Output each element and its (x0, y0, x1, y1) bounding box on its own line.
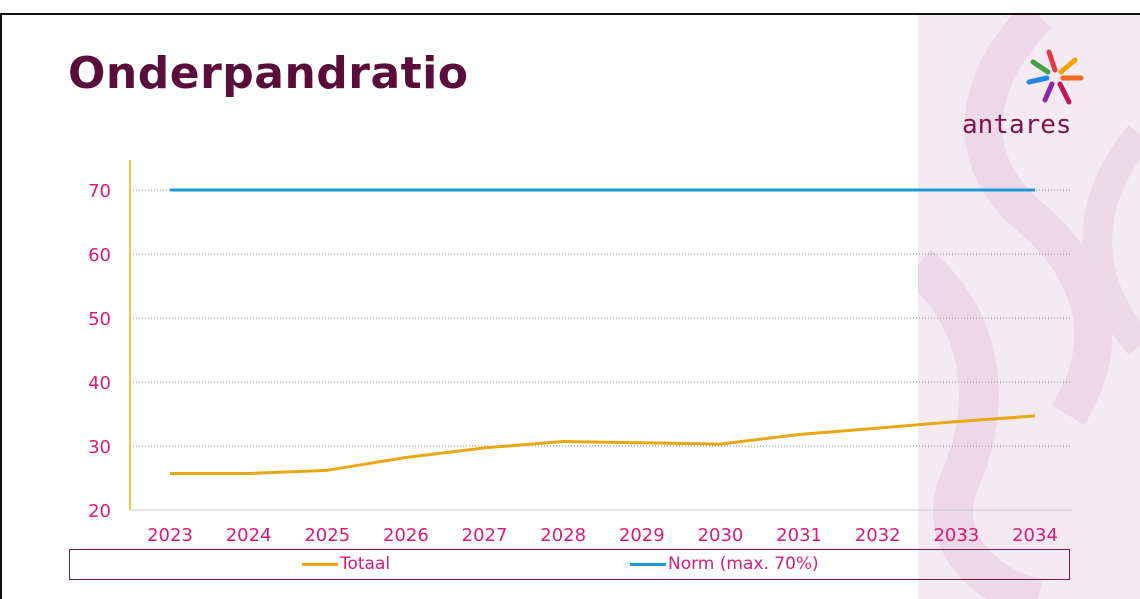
legend-swatch-norm (630, 562, 666, 566)
decorative-swirl-panel (918, 15, 1140, 599)
y-tick-label: 50 (88, 309, 111, 330)
x-tick-label: 2023 (147, 525, 193, 546)
frame-top (0, 13, 1140, 15)
legend: Totaal Norm (max. 70%) (69, 549, 1070, 580)
x-tick-label: 2028 (540, 525, 586, 546)
logo-text: antares (962, 110, 1072, 140)
x-tick-label: 2033 (933, 525, 979, 546)
y-tick-labels: 20 30 40 50 60 70 (88, 181, 111, 522)
x-tick-label: 2024 (226, 525, 272, 546)
x-tick-label: 2034 (1012, 525, 1058, 546)
legend-swatch-totaal (302, 562, 338, 566)
x-tick-label: 2025 (304, 525, 350, 546)
y-tick-label: 20 (88, 501, 111, 522)
slide-title: Onderpandratio (68, 48, 469, 99)
y-tick-label: 60 (88, 245, 111, 266)
legend-label-totaal: Totaal (340, 554, 391, 574)
legend-item-totaal: Totaal (302, 554, 390, 574)
frame-left (0, 13, 2, 599)
x-tick-label: 2030 (698, 525, 744, 546)
series-line-totaal (170, 414, 1036, 476)
gridlines (130, 189, 1072, 447)
legend-label-norm: Norm (max. 70%) (668, 554, 819, 574)
x-tick-label: 2026 (383, 525, 429, 546)
swirl-decoration (918, 15, 1140, 599)
antares-logo-icon (1026, 49, 1084, 105)
x-tick-labels: 2023 2024 2025 2026 2027 2028 2029 2030 2031 2032… (147, 525, 1058, 546)
x-tick-label: 2032 (855, 525, 901, 546)
x-tick-label: 2031 (776, 525, 822, 546)
legend-item-norm: Norm (max. 70%) (630, 554, 819, 574)
y-tick-label: 70 (88, 181, 111, 202)
x-tick-label: 2029 (619, 525, 665, 546)
y-tick-label: 30 (88, 437, 111, 458)
series-lines (170, 188, 1036, 476)
y-tick-label: 40 (88, 373, 111, 394)
axes (129, 160, 1072, 511)
x-tick-label: 2027 (462, 525, 508, 546)
